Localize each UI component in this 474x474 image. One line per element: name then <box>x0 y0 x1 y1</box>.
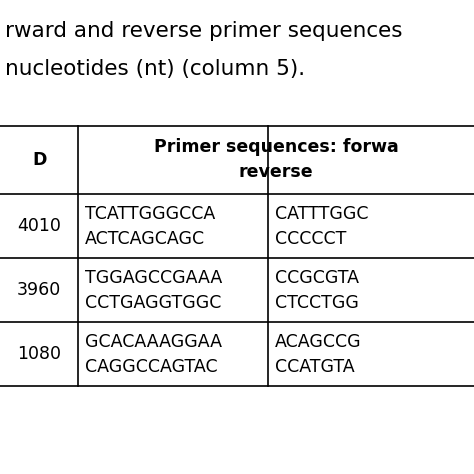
Text: GCACAAAGGAA
CAGGCCAGTAC: GCACAAAGGAA CAGGCCAGTAC <box>85 333 222 376</box>
Text: CCGCGTA
CTCCTGG: CCGCGTA CTCCTGG <box>275 269 359 312</box>
Text: rward and reverse primer sequences: rward and reverse primer sequences <box>5 21 402 41</box>
Text: Primer sequences: forwa
reverse: Primer sequences: forwa reverse <box>154 138 399 182</box>
Text: nucleotides (nt) (column 5).: nucleotides (nt) (column 5). <box>5 59 305 79</box>
Text: D: D <box>32 151 46 169</box>
Text: ACAGCCG
CCATGTA: ACAGCCG CCATGTA <box>275 333 362 376</box>
Text: 3960: 3960 <box>17 282 61 299</box>
Text: TGGAGCCGAAA
CCTGAGGTGGC: TGGAGCCGAAA CCTGAGGTGGC <box>85 269 223 312</box>
Text: CATTTGGC
CCCCCT: CATTTGGC CCCCCT <box>275 205 368 248</box>
Text: 4010: 4010 <box>17 218 61 235</box>
Text: 1080: 1080 <box>17 346 61 363</box>
Text: TCATTGGGCCA
ACTCAGCAGC: TCATTGGGCCA ACTCAGCAGC <box>85 205 216 248</box>
